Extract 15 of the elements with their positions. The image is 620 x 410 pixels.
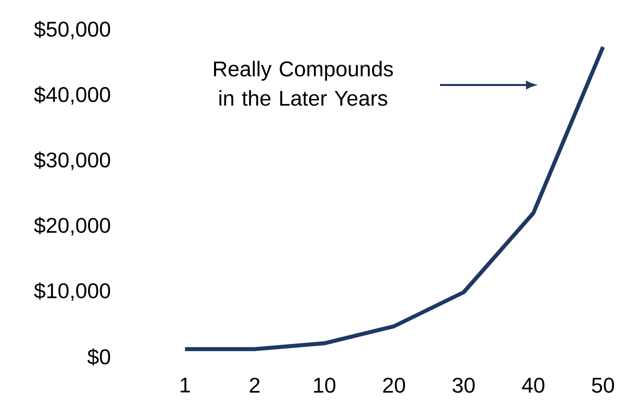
x-tick-label: 2 [250, 378, 260, 393]
x-tick-label: 1 [180, 378, 190, 392]
y-tick-label: $10,000 [34, 282, 110, 301]
y-tick-label: $50,000 [34, 20, 110, 40]
y-tick-label: $20,000 [34, 216, 110, 236]
x-tick-label: 10 [314, 378, 336, 393]
line-series [183, 45, 605, 352]
y-tick-label: $30,000 [34, 152, 110, 170]
x-tick-label: 40 [522, 378, 544, 393]
annotation: Really Compounds in the Later Years [214, 60, 393, 106]
x-tick-label: 20 [383, 378, 406, 393]
y-tick-label: $0 [87, 348, 110, 366]
x-tick-label: 30 [452, 378, 475, 393]
x-tick-label: 50 [592, 378, 614, 393]
y-tick-label: $40,000 [34, 86, 110, 105]
